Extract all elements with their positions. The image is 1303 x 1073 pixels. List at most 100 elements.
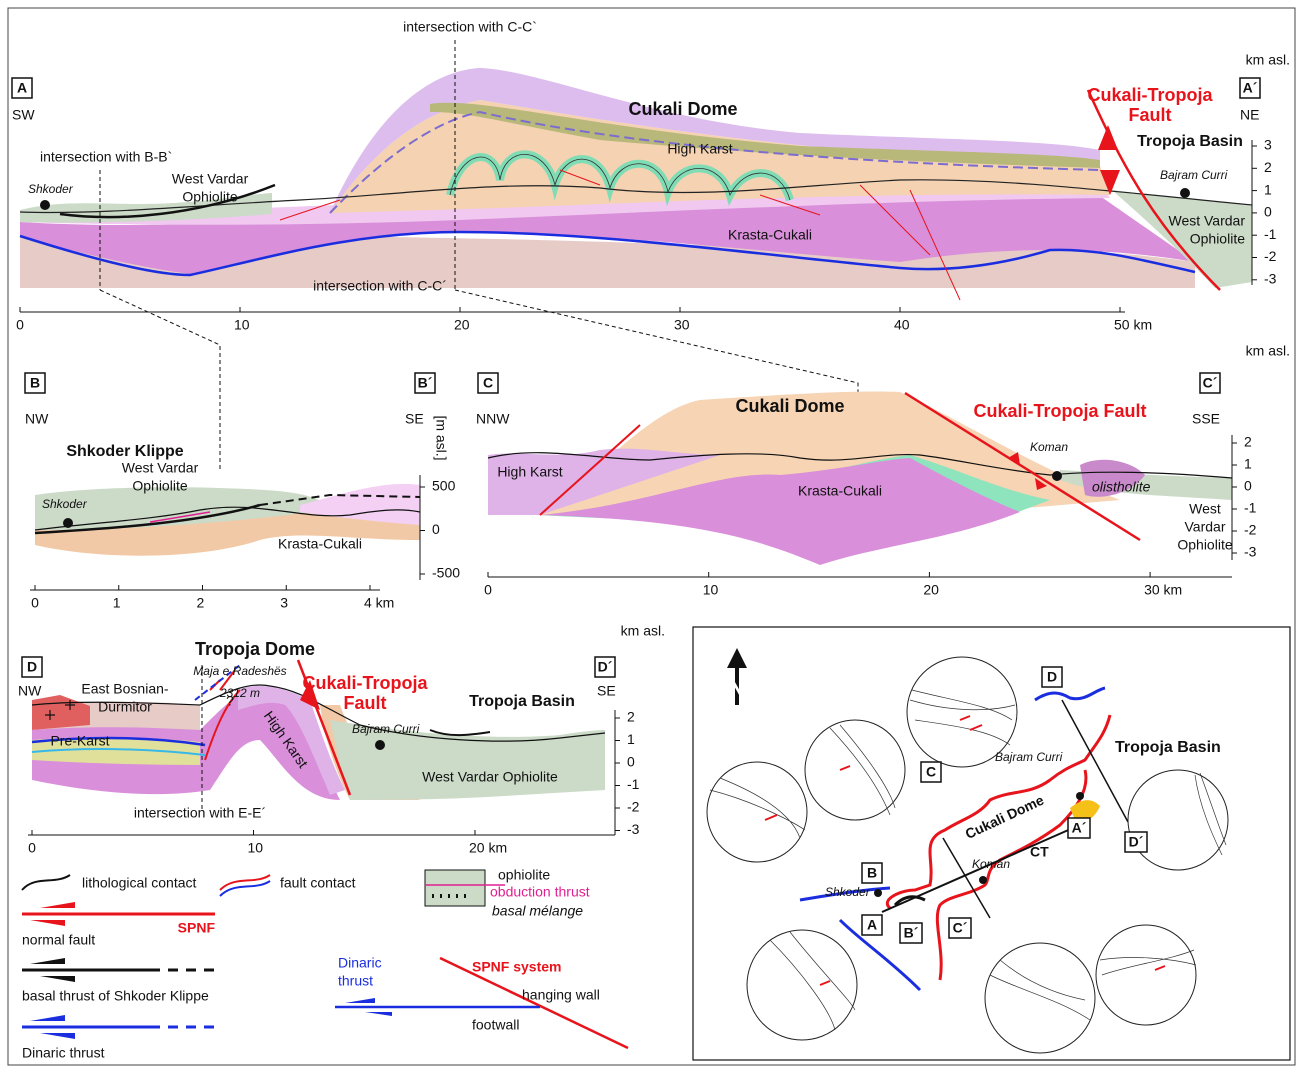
legend-text: ophiolite [498, 867, 550, 883]
unit-label: Ophiolite [1190, 231, 1245, 247]
axis-unit: km asl. [1246, 52, 1290, 68]
map-label: B´ [904, 925, 919, 941]
map: A A´ B B´ C C´ D D´ N Bajram Curri Shkod… [693, 627, 1290, 1060]
map-label: D [1047, 669, 1057, 685]
unit-label: West Vardar [1168, 213, 1245, 229]
town-marker [1076, 792, 1084, 800]
town-label: Bajram Curri [352, 722, 420, 736]
direction: SE [597, 683, 616, 699]
x-tick-label: 10 [234, 317, 250, 333]
unit-label: West Vardar [172, 171, 249, 187]
town-marker [979, 876, 987, 884]
town-label: Shkoder [825, 885, 871, 899]
title: Cukali Dome [735, 396, 844, 416]
y-tick-label: -1 [1264, 226, 1277, 242]
y-tick-label: -1 [627, 776, 640, 792]
fault-label: Fault [1129, 105, 1172, 125]
map-label: B [867, 865, 877, 881]
town-marker [40, 200, 50, 210]
town-label: Koman [972, 857, 1010, 871]
x-tick-label: 0 [484, 582, 492, 598]
title: Tropoja Dome [195, 639, 315, 659]
stereonet [1128, 770, 1228, 870]
intersection-label: intersection with C-C` [403, 19, 537, 35]
unit-label: Pre-Karst [50, 733, 109, 749]
section-label: D´ [598, 659, 613, 675]
fault-label: Cukali-Tropoja [1087, 85, 1213, 105]
y-tick-label: 0 [1244, 478, 1252, 494]
unit-label: Krasta-Cukali [798, 483, 882, 499]
x-tick-label: 4 km [364, 595, 394, 611]
direction: NNW [476, 411, 510, 427]
direction: NE [1240, 107, 1259, 123]
x-tick-label: 50 km [1114, 317, 1152, 333]
fault-label: Cukali-Tropoja Fault [973, 401, 1146, 421]
x-tick-label: 10 [248, 840, 264, 856]
y-tick-label: 2 [627, 709, 635, 725]
town-marker [1052, 471, 1062, 481]
town-label: Bajram Curri [1160, 168, 1228, 182]
y-tick-label: -3 [1264, 271, 1277, 287]
y-tick-label: 2 [1244, 434, 1252, 450]
legend-text: basal thrust of Shkoder Klippe [22, 988, 209, 1004]
legend-text: obduction thrust [490, 884, 590, 900]
basin-label: Tropoja Basin [1115, 739, 1221, 756]
town-label: Koman [1030, 440, 1068, 454]
unit-label: olistholite [1092, 479, 1151, 495]
y-tick-label: 0 [627, 754, 635, 770]
legend-text: SPNF [178, 920, 216, 936]
intersection-label: intersection with C-C´ [313, 278, 447, 294]
map-label: C´ [953, 920, 968, 936]
x-tick-label: 0 [28, 840, 36, 856]
unit-label: Vardar [1185, 519, 1226, 535]
unit-label: West [1189, 501, 1221, 517]
legend-symbol [425, 870, 485, 906]
section-label: C [483, 375, 493, 391]
intersection-label: intersection with B-B` [40, 149, 172, 165]
legend-text: lithological contact [82, 875, 197, 891]
north-label: N [729, 676, 745, 701]
x-tick-label: 20 [454, 317, 470, 333]
uncertain: ? [226, 693, 234, 709]
stereonet [985, 943, 1095, 1053]
map-label: D´ [1129, 834, 1144, 850]
axis-unit: km asl. [621, 623, 665, 639]
unit-label: Krasta-Cukali [728, 227, 812, 243]
y-tick-label: -3 [627, 821, 640, 837]
direction: NW [18, 683, 42, 699]
map-label: C [926, 764, 936, 780]
unit-label: High Karst [667, 141, 732, 157]
unit-label: West Vardar [122, 460, 199, 476]
legend-text: normal fault [22, 932, 95, 948]
legend-text: SPNF system [472, 959, 561, 975]
y-tick-label: -2 [1244, 522, 1257, 538]
direction: NW [25, 411, 49, 427]
unit-label: Krasta-Cukali [278, 536, 362, 552]
fault-label: Fault [344, 693, 387, 713]
legend-text: Dinaric [338, 955, 382, 971]
unit-label: Ophiolite [132, 478, 187, 494]
map-label: A´ [1072, 820, 1087, 836]
legend-text: Dinaric thrust [22, 1045, 105, 1061]
x-tick-label: 30 km [1144, 582, 1182, 598]
y-tick-label: 1 [1244, 456, 1252, 472]
y-tick-label: -3 [1244, 544, 1257, 560]
y-tick-label: 1 [627, 731, 635, 747]
section-label: A´ [1243, 80, 1258, 96]
y-tick-label: 2 [1264, 159, 1272, 175]
y-tick-label: 500 [432, 478, 456, 494]
y-tick-label: 0 [432, 521, 440, 537]
unit-label: West Vardar Ophiolite [422, 769, 558, 785]
y-tick-label: -2 [627, 799, 640, 815]
x-tick-label: 30 [674, 317, 690, 333]
town-marker [375, 740, 385, 750]
direction: SE [405, 411, 424, 427]
x-tick-label: 1 [113, 595, 121, 611]
y-tick-label: -500 [432, 565, 460, 581]
unit-label: East Bosnian- [81, 681, 168, 697]
figure: A A´ SW NE km asl. Cukali Dome Cukali-Tr… [0, 0, 1303, 1073]
stereonet [707, 762, 807, 862]
title: Shkoder Klippe [66, 443, 183, 460]
fault-label: Cukali-Tropoja [302, 673, 428, 693]
section-label: C´ [1203, 375, 1218, 391]
